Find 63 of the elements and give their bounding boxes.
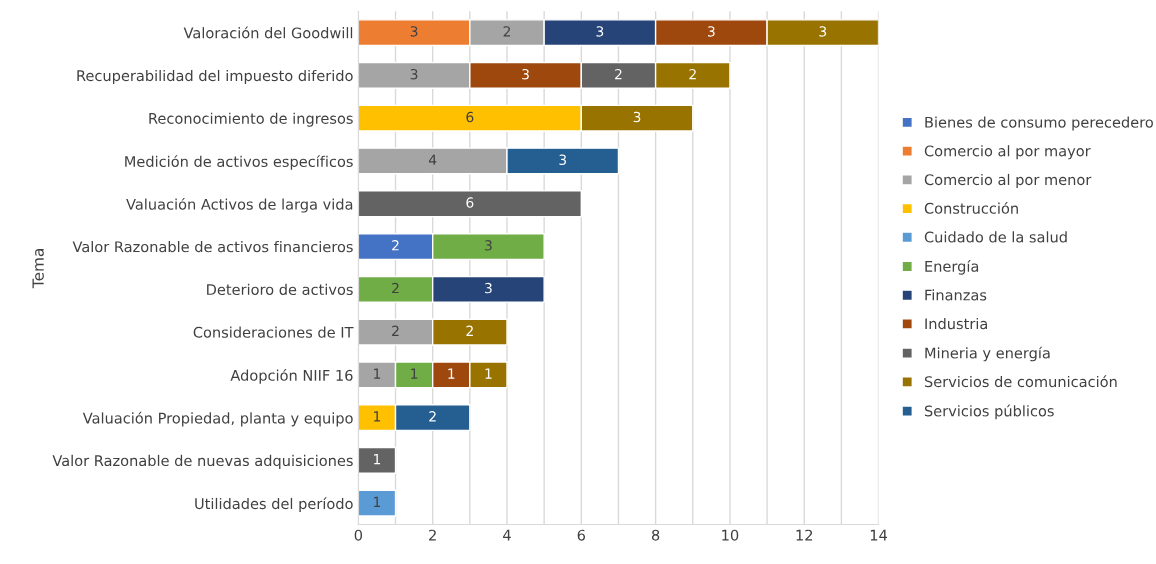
data-label: 3 xyxy=(559,154,567,165)
data-label: 2 xyxy=(392,325,399,336)
x-tick-label: 6 xyxy=(577,529,586,541)
y-tick-label: Valor Razonable de activos financieros xyxy=(72,240,353,253)
data-label: 3 xyxy=(707,26,715,37)
data-label: 2 xyxy=(615,68,622,80)
data-label: 1 xyxy=(448,368,455,379)
data-label: 2 xyxy=(466,325,473,336)
data-label: 1 xyxy=(374,368,381,379)
legend-label: Servicios públicos xyxy=(924,404,1054,420)
y-tick-label: Valuación Activos de larga vida xyxy=(126,197,353,213)
y-tick-label: Medición de activos específicos xyxy=(125,155,353,170)
data-label: 3 xyxy=(485,282,492,294)
y-axis-title: Tema xyxy=(32,249,44,289)
legend-label: Construcción xyxy=(924,201,1018,214)
data-label: 3 xyxy=(819,26,827,37)
legend-label: Industria xyxy=(925,317,987,330)
y-tick-label: Reconocimiento de ingresos xyxy=(149,112,353,127)
y-tick-label: Valuación Propiedad, planta y equipo xyxy=(82,411,353,427)
y-tick-label: Utilidades del período xyxy=(195,497,353,512)
data-label: 3 xyxy=(485,240,492,251)
bar xyxy=(358,489,397,517)
bar xyxy=(358,190,582,218)
y-tick-label: Consideraciones de IT xyxy=(193,326,354,338)
data-label: 4 xyxy=(428,154,437,165)
x-tick-label: 4 xyxy=(503,529,511,541)
data-label: 1 xyxy=(411,368,418,379)
legend-label: Bienes de consumo perecedero xyxy=(925,116,1153,131)
bar xyxy=(358,446,397,474)
x-tick-label: 0 xyxy=(354,529,363,541)
data-label: 1 xyxy=(374,454,381,465)
legend-label: Comercio al por menor xyxy=(924,173,1092,188)
legend-label: Cuidado de la salud xyxy=(924,231,1067,243)
x-tick-label: 2 xyxy=(429,529,436,541)
legend-label: Comercio al por mayor xyxy=(924,145,1091,160)
data-label: 1 xyxy=(485,368,492,379)
x-tick-label: 8 xyxy=(651,529,660,541)
x-tick-label: 14 xyxy=(870,529,888,541)
data-label: 3 xyxy=(410,26,418,37)
data-label: 2 xyxy=(392,240,399,251)
legend-label: Finanzas xyxy=(925,289,987,301)
data-label: 2 xyxy=(503,26,511,37)
data-label: 1 xyxy=(374,411,381,422)
x-tick-label: 12 xyxy=(796,529,813,541)
x-tick-label: 10 xyxy=(722,529,739,541)
data-label: 6 xyxy=(466,197,474,208)
data-label: 3 xyxy=(596,26,604,37)
data-label: 2 xyxy=(689,68,696,80)
data-label: 6 xyxy=(466,111,474,123)
data-label: 3 xyxy=(633,111,641,123)
y-tick-label: Valor Razonable de nuevas adquisiciones xyxy=(52,454,353,469)
legend-label: Servicios de comunicación xyxy=(924,375,1117,388)
y-tick-label: Valoración del Goodwill xyxy=(183,26,353,39)
y-tick-label: Deterioro de activos xyxy=(207,283,353,296)
y-tick-label: Recuperabilidad del impuesto diferido xyxy=(77,69,353,85)
legend-label: Mineria y energía xyxy=(925,346,1050,362)
data-label: 3 xyxy=(522,68,529,80)
data-label: 3 xyxy=(410,68,418,80)
legend-label: Energía xyxy=(925,259,979,275)
data-label: 1 xyxy=(374,496,381,507)
y-tick-label: Adopción NIIF 16 xyxy=(230,368,353,384)
data-label: 2 xyxy=(429,411,436,422)
data-label: 2 xyxy=(392,282,399,294)
